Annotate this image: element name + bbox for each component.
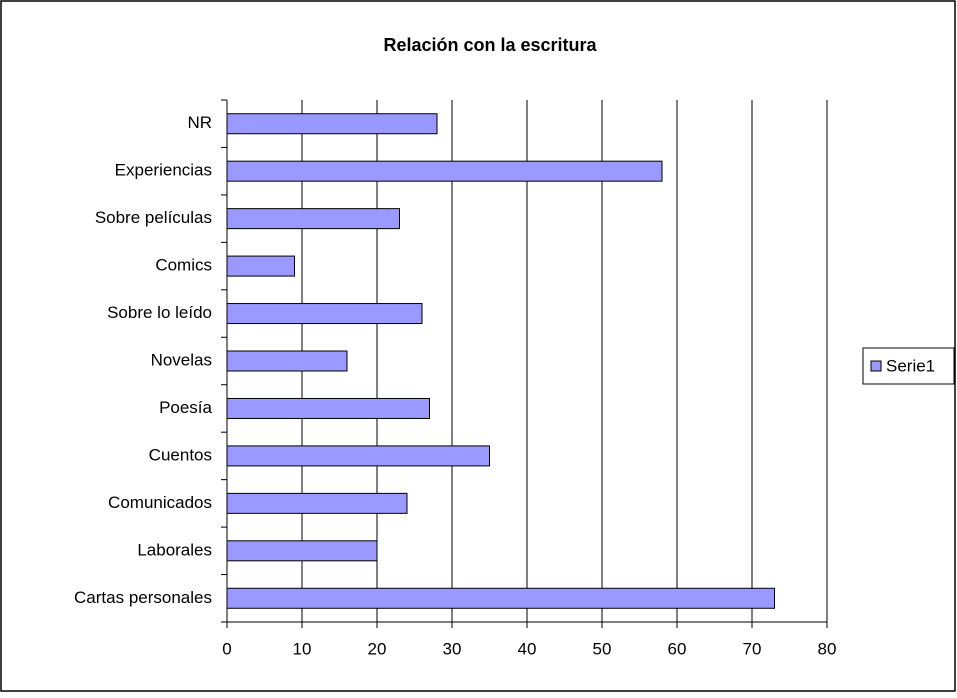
y-tick-label: Experiencias	[115, 161, 212, 180]
x-tick-label: 20	[368, 639, 387, 658]
y-tick-label: Cartas personales	[74, 588, 212, 607]
y-tick-label: Poesía	[159, 398, 212, 417]
x-tick-label: 10	[293, 639, 312, 658]
y-tick-label: Novelas	[151, 350, 212, 369]
y-tick-label: Sobre lo leído	[107, 303, 212, 322]
x-tick-label: 80	[818, 639, 837, 658]
bar	[226, 208, 400, 230]
x-tick-label: 60	[668, 639, 687, 658]
x-tick-label: 70	[743, 639, 762, 658]
y-tick-label: Sobre películas	[95, 208, 212, 227]
bar	[226, 113, 438, 135]
y-tick-label: Comics	[155, 256, 212, 275]
legend-box	[862, 347, 955, 385]
bar	[226, 397, 430, 419]
bar	[226, 160, 663, 182]
bar	[226, 303, 423, 325]
y-tick-label: Laborales	[137, 540, 212, 559]
bar	[226, 540, 378, 562]
bar	[226, 350, 348, 372]
y-tick-label: Cuentos	[149, 445, 212, 464]
legend-label: Serie1	[886, 356, 935, 375]
bar	[226, 255, 295, 277]
y-tick-label: NR	[187, 113, 212, 132]
x-tick-label: 30	[443, 639, 462, 658]
x-tick-label: 50	[593, 639, 612, 658]
x-tick-label: 0	[222, 639, 231, 658]
bar	[226, 445, 490, 467]
chart-title: Relación con la escritura	[383, 35, 597, 55]
y-tick-label: Comunicados	[108, 493, 212, 512]
legend-swatch	[870, 360, 882, 372]
bar	[226, 587, 775, 609]
bar	[226, 492, 408, 514]
x-tick-label: 40	[518, 639, 537, 658]
